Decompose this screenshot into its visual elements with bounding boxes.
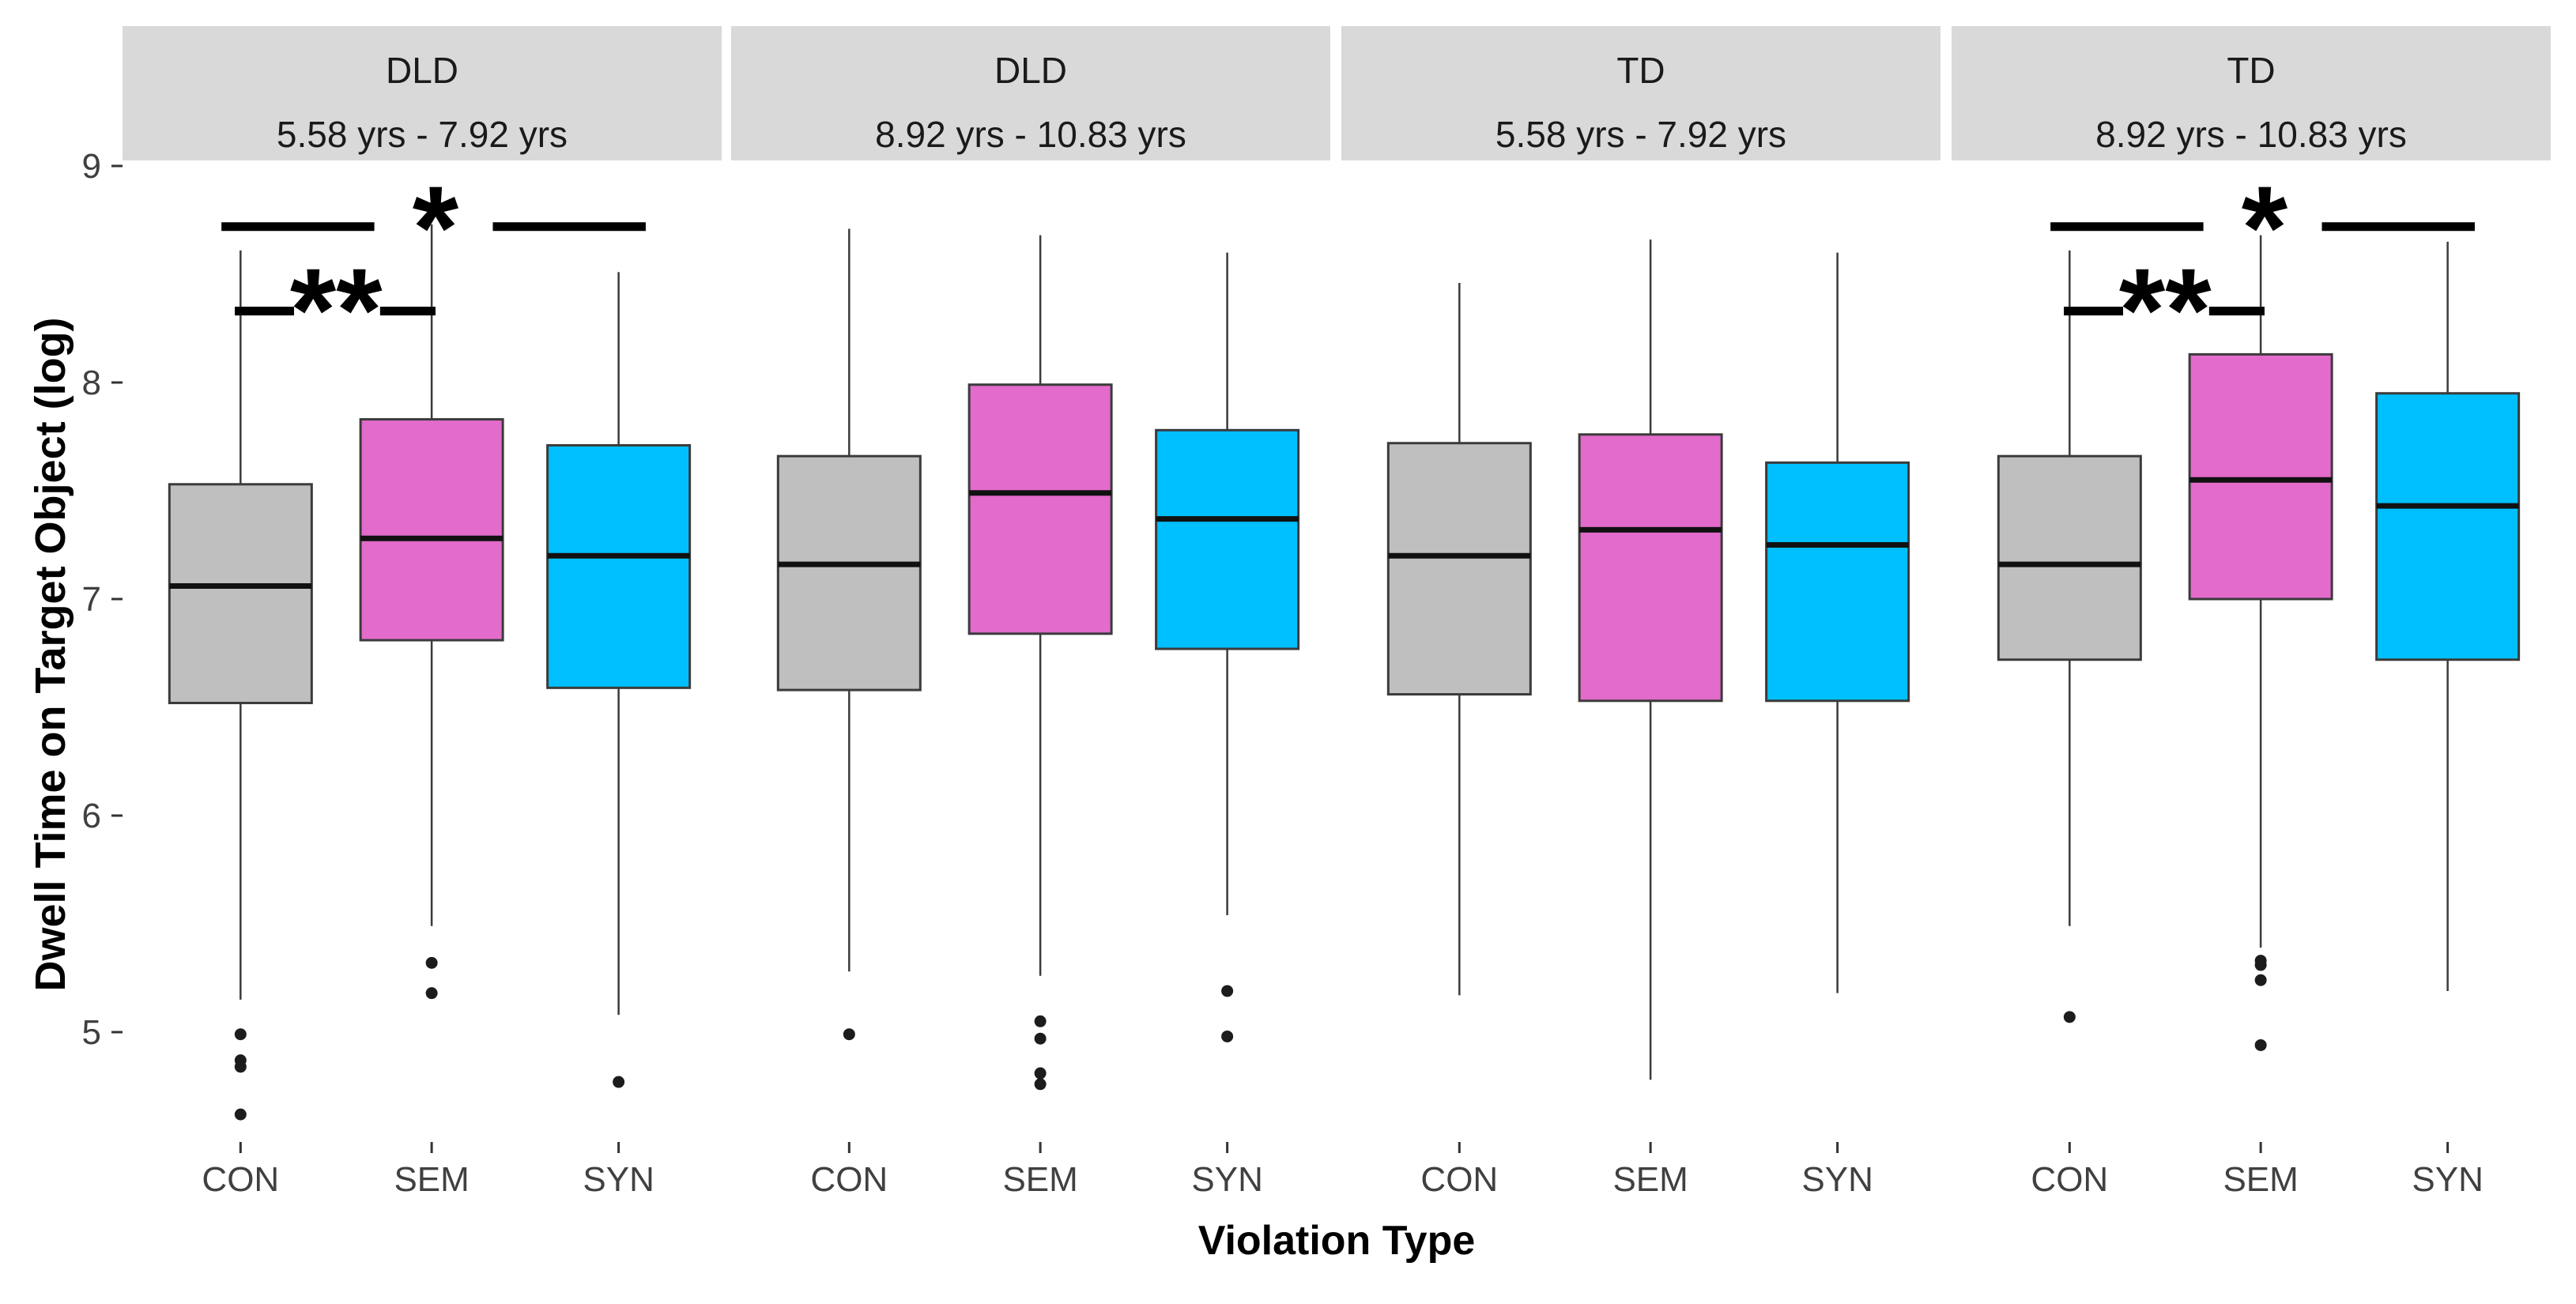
outlier-dot-f1-sem <box>1034 1032 1047 1045</box>
y-tick-label: 9 <box>82 147 101 186</box>
y-tick-label: 6 <box>82 797 101 835</box>
x-tick-label-con: CON <box>810 1160 888 1199</box>
box-f1-syn <box>1155 428 1300 650</box>
box-f3-syn <box>2375 392 2521 661</box>
x-tick-label-syn: SYN <box>2412 1160 2483 1199</box>
outlier-dot-f0-con <box>234 1028 247 1041</box>
box-f2-sem <box>1578 433 1723 703</box>
outlier-dot-f1-syn <box>1221 985 1234 997</box>
x-axis-title: Violation Type <box>1197 1218 1476 1264</box>
y-tick-label: 5 <box>82 1013 101 1052</box>
outlier-dot-f3-con <box>2063 1011 2076 1023</box>
outlier-dot-f1-syn <box>1221 1030 1234 1042</box>
facet-strip-3 <box>1952 26 2551 160</box>
facet-strip-1 <box>731 26 1330 160</box>
facet-group-label: DLD <box>994 50 1067 91</box>
outlier-dot-f1-sem <box>1034 1078 1047 1091</box>
facet-group-label: TD <box>2227 50 2275 91</box>
y-axis-title: Dwell Time on Target Object (log) <box>27 317 74 992</box>
box-f1-con <box>776 454 922 692</box>
outlier-dot-f3-sem <box>2254 959 2267 971</box>
box-f3-con <box>1997 454 2142 661</box>
x-tick-label-con: CON <box>1420 1160 1498 1199</box>
y-tick-label: 8 <box>82 364 101 402</box>
outlier-dot-f0-syn <box>613 1076 625 1088</box>
box-f1-sem <box>967 383 1113 635</box>
x-tick-label-syn: SYN <box>1801 1160 1873 1199</box>
x-tick-label-con: CON <box>2031 1160 2108 1199</box>
facet-strip-0 <box>123 26 722 160</box>
box-f0-con <box>168 483 313 705</box>
outlier-dot-f3-sem <box>2254 974 2267 986</box>
box-f3-sem <box>2188 352 2333 601</box>
facet-strip-2 <box>1341 26 1940 160</box>
x-tick-label-sem: SEM <box>2223 1160 2298 1199</box>
outlier-dot-f1-sem <box>1034 1015 1047 1027</box>
facet-group-label: TD <box>1616 50 1665 91</box>
outlier-dot-f0-con <box>234 1108 247 1121</box>
facet-age-label: 8.92 yrs - 10.83 yrs <box>875 114 1186 155</box>
box-f2-con <box>1386 442 1532 696</box>
x-tick-label-syn: SYN <box>583 1160 654 1199</box>
significance-label: * <box>2242 161 2288 294</box>
y-tick-label: 7 <box>82 580 101 619</box>
outlier-dot-f0-sem <box>425 987 438 1000</box>
facet-group-label: DLD <box>386 50 458 91</box>
box-f0-syn <box>546 443 692 689</box>
box-f0-sem <box>359 418 504 642</box>
outlier-dot-f1-con <box>843 1028 855 1041</box>
facet-age-label: 5.58 yrs - 7.92 yrs <box>1495 114 1786 155</box>
outlier-dot-f0-con <box>234 1061 247 1073</box>
significance-label: * <box>413 161 459 294</box>
significance-label: ** <box>290 243 383 376</box>
x-tick-label-sem: SEM <box>1002 1160 1077 1199</box>
facet-age-label: 8.92 yrs - 10.83 yrs <box>2095 114 2407 155</box>
facet-age-label: 5.58 yrs - 7.92 yrs <box>277 114 568 155</box>
x-tick-label-con: CON <box>202 1160 279 1199</box>
significance-label: ** <box>2119 243 2212 376</box>
outlier-dot-f0-sem <box>425 956 438 969</box>
box-f2-syn <box>1765 461 1910 703</box>
outlier-dot-f3-sem <box>2254 1038 2267 1051</box>
x-tick-label-sem: SEM <box>1612 1160 1688 1199</box>
x-tick-label-syn: SYN <box>1191 1160 1262 1199</box>
x-tick-label-sem: SEM <box>394 1160 469 1199</box>
outlier-dot-f1-sem <box>1034 1067 1047 1080</box>
